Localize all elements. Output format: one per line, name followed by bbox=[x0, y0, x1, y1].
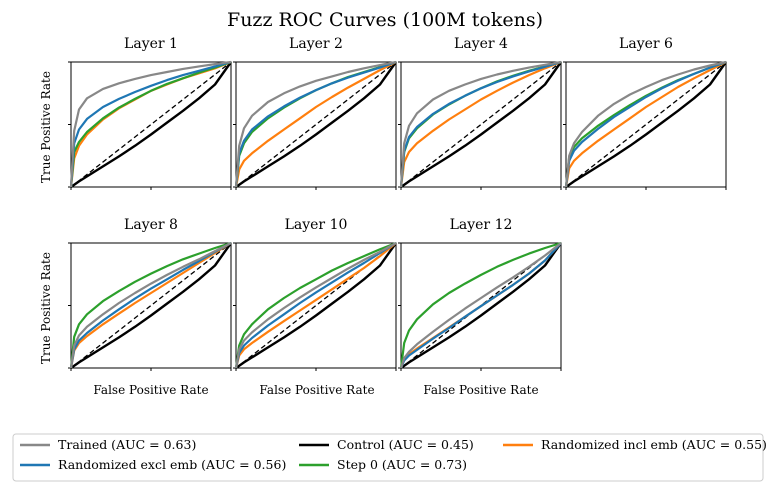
panel-title: Layer 2 bbox=[289, 36, 343, 52]
series-line-step0 bbox=[399, 241, 562, 369]
series-line-rand_excl bbox=[69, 242, 232, 369]
legend-entry-rand_excl: Randomized excl emb (AUC = 0.56) bbox=[20, 457, 286, 472]
series-line-rand_incl bbox=[69, 242, 232, 369]
series-line-trained bbox=[399, 60, 562, 188]
series-line-rand_excl bbox=[399, 242, 562, 369]
series-line-rand_excl bbox=[69, 60, 232, 188]
series-line-trained bbox=[399, 242, 562, 369]
panel-layer-8: Layer 8 bbox=[68, 217, 232, 371]
legend-entry-control: Control (AUC = 0.45) bbox=[299, 437, 474, 452]
legend-label: Randomized excl emb (AUC = 0.56) bbox=[58, 457, 286, 472]
panel-title: Layer 12 bbox=[450, 217, 513, 233]
panel-title: Layer 1 bbox=[124, 36, 178, 52]
panel-layer-1: Layer 1 bbox=[68, 36, 232, 190]
series-line-step0 bbox=[234, 241, 397, 369]
panel-layer-2: Layer 2 bbox=[233, 36, 397, 190]
panel-title: Layer 8 bbox=[124, 217, 178, 233]
legend-label: Control (AUC = 0.45) bbox=[337, 437, 474, 452]
series-line-control bbox=[235, 242, 397, 369]
series-line-trained bbox=[234, 242, 397, 369]
chance-diagonal bbox=[70, 242, 232, 369]
legend-label: Step 0 (AUC = 0.73) bbox=[337, 457, 467, 472]
chance-diagonal bbox=[235, 61, 397, 188]
series-line-trained bbox=[234, 60, 397, 188]
panel-title: Layer 4 bbox=[454, 36, 508, 52]
series-line-control bbox=[400, 61, 562, 188]
series-line-rand_incl bbox=[234, 61, 397, 188]
chance-diagonal bbox=[565, 61, 727, 188]
chance-diagonal bbox=[400, 61, 562, 188]
series-line-step0 bbox=[69, 60, 232, 188]
y-axis-label-row1: True Positive Rate bbox=[39, 71, 53, 183]
panel-layer-6: Layer 6 bbox=[563, 36, 727, 190]
series-line-step0 bbox=[69, 241, 232, 369]
series-line-trained bbox=[69, 242, 232, 369]
panel-layer-4: Layer 4 bbox=[398, 36, 562, 190]
series-line-rand_excl bbox=[399, 60, 562, 188]
axis-labels: True Positive Rate True Positive Rate Fa… bbox=[39, 71, 539, 397]
chance-diagonal bbox=[70, 61, 232, 188]
legend-label: Trained (AUC = 0.63) bbox=[58, 437, 196, 452]
series-line-trained bbox=[69, 60, 232, 188]
panels: Layer 1 Layer 2 Layer 4 Layer 6 Layer 8 Layer… bbox=[68, 36, 727, 371]
series-line-rand_incl bbox=[234, 242, 397, 369]
legend-entry-rand_incl: Randomized incl emb (AUC = 0.55) bbox=[503, 437, 767, 452]
series-line-control bbox=[400, 242, 562, 369]
y-axis-label-row2: True Positive Rate bbox=[39, 252, 53, 364]
x-axis-label-col2: False Positive Rate bbox=[259, 383, 374, 397]
series-line-control bbox=[70, 242, 232, 369]
legend: Trained (AUC = 0.63) Control (AUC = 0.45)… bbox=[12, 433, 767, 482]
series-line-trained bbox=[564, 60, 727, 188]
panel-layer-10: Layer 10 bbox=[233, 217, 397, 371]
legend-frame bbox=[12, 433, 764, 482]
panel-title: Layer 10 bbox=[285, 217, 348, 233]
panel-layer-12: Layer 12 bbox=[398, 217, 562, 371]
x-axis-label-col1: False Positive Rate bbox=[93, 383, 208, 397]
series-line-rand_incl bbox=[399, 60, 562, 188]
legend-label: Randomized incl emb (AUC = 0.55) bbox=[541, 437, 767, 452]
series-line-rand_excl bbox=[564, 60, 727, 188]
series-line-control bbox=[70, 61, 232, 188]
series-line-rand_excl bbox=[234, 60, 397, 188]
legend-entry-step0: Step 0 (AUC = 0.73) bbox=[299, 457, 467, 472]
x-axis-label-col3: False Positive Rate bbox=[423, 383, 538, 397]
figure-title: Fuzz ROC Curves (100M tokens) bbox=[227, 9, 543, 31]
series-line-control bbox=[235, 61, 397, 188]
series-line-control bbox=[565, 61, 727, 188]
series-line-rand_incl bbox=[564, 61, 727, 188]
legend-entry-trained: Trained (AUC = 0.63) bbox=[20, 437, 196, 452]
panel-title: Layer 6 bbox=[619, 36, 673, 52]
series-line-rand_excl bbox=[234, 242, 397, 369]
